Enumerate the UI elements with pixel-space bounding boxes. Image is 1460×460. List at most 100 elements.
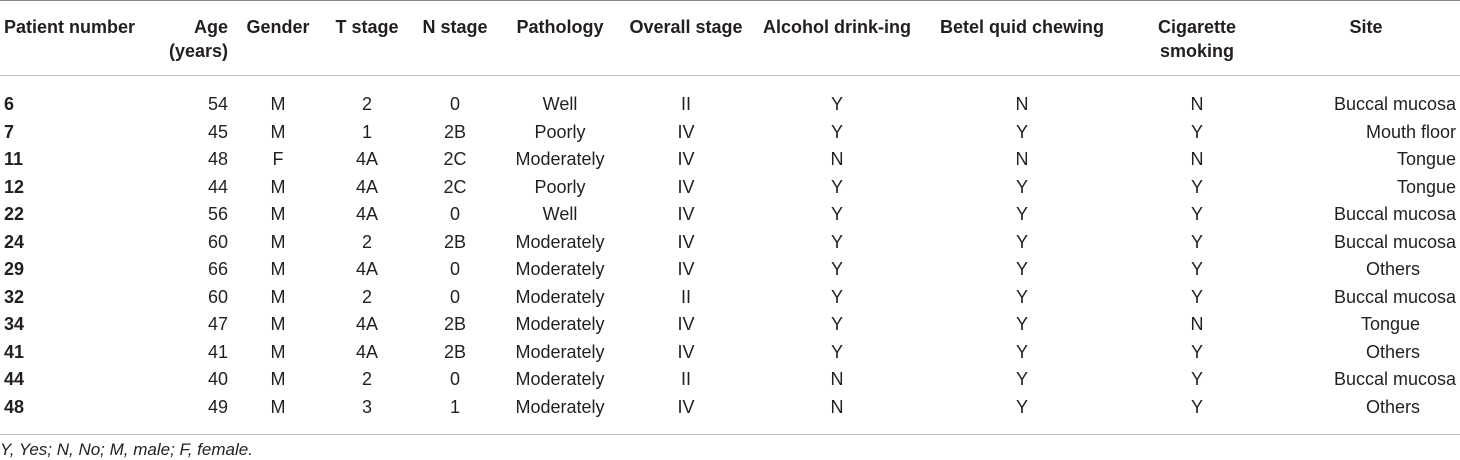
cell-overall-stage: IV (677, 176, 695, 197)
cell-cigarette-smoking: Y (1190, 341, 1203, 362)
cell-cigarette-smoking: N (1190, 314, 1204, 334)
cell-n-stage: 2B (443, 231, 467, 252)
cell-overall-stage: IV (677, 121, 695, 142)
header-pathology: Pathology (516, 17, 604, 37)
cell-patient-number: 11 (4, 149, 24, 169)
cell-pathology: Poorly (534, 176, 586, 197)
cell-patient-number: 29 (4, 259, 25, 279)
cell-gender: M (270, 314, 286, 334)
cell-pathology: Poorly (534, 121, 586, 142)
cell-age: 40 (207, 369, 228, 389)
cell-pathology: Moderately (515, 286, 605, 307)
cell-n-stage: 0 (449, 369, 460, 389)
cell-pathology: Moderately (515, 314, 605, 334)
cell-alcohol-drinking: N (830, 149, 844, 169)
cell-n-stage: 0 (449, 259, 460, 279)
cell-betel-quid-chewing: Y (1015, 231, 1028, 252)
cell-site: Others (1365, 259, 1420, 279)
cell-patient-number: 41 (4, 341, 25, 362)
cell-gender: F (272, 149, 284, 169)
cell-overall-stage: II (680, 94, 691, 114)
cell-n-stage: 2B (443, 121, 467, 142)
cell-overall-stage: IV (677, 231, 695, 252)
cell-betel-quid-chewing: Y (1015, 314, 1028, 334)
cell-overall-stage: II (680, 286, 691, 307)
cell-cigarette-smoking: Y (1190, 369, 1203, 389)
cell-n-stage: 2C (443, 176, 467, 197)
cell-t-stage: 4A (355, 259, 379, 279)
cell-site: Buccal mucosa (1333, 231, 1456, 252)
cell-cigarette-smoking: Y (1190, 231, 1203, 252)
cell-gender: M (270, 94, 286, 114)
cell-t-stage: 4A (355, 341, 379, 362)
cell-site: Tongue (1396, 149, 1456, 169)
header-age: Age (years) (168, 17, 228, 61)
cell-patient-number: 44 (4, 369, 25, 389)
cell-pathology: Moderately (515, 259, 605, 279)
cell-alcohol-drinking: Y (830, 121, 843, 142)
cell-pathology: Well (542, 94, 578, 114)
cell-overall-stage: IV (677, 149, 695, 169)
cell-alcohol-drinking: Y (830, 259, 843, 279)
table-row: 24 60 M 2 2B Moderately IV Y Y Y Buccal … (0, 229, 1460, 257)
table-row: 41 41 M 4A 2B Moderately IV Y Y Y Others (0, 339, 1460, 367)
cell-cigarette-smoking: Y (1190, 204, 1203, 224)
cell-cigarette-smoking: Y (1190, 121, 1203, 142)
cell-n-stage: 2C (443, 149, 467, 169)
cell-alcohol-drinking: Y (830, 94, 843, 114)
header-row: Patient number Age (years) Gender T stag… (0, 0, 1460, 76)
table-row: 11 48 F 4A 2C Moderately IV N N N Tongue (0, 146, 1460, 174)
cell-cigarette-smoking: Y (1190, 286, 1203, 307)
cell-betel-quid-chewing: Y (1015, 286, 1028, 307)
cell-betel-quid-chewing: Y (1015, 259, 1028, 279)
cell-t-stage: 2 (361, 94, 372, 114)
cell-betel-quid-chewing: Y (1015, 396, 1028, 417)
cell-gender: M (270, 176, 286, 197)
header-t-stage: T stage (335, 17, 399, 37)
cell-site: Buccal mucosa (1333, 94, 1456, 114)
cell-gender: M (270, 259, 286, 279)
table-row: 34 47 M 4A 2B Moderately IV Y Y N Tongue (0, 311, 1460, 339)
header-n-stage: N stage (422, 17, 488, 37)
cell-age: 49 (207, 396, 228, 417)
table-row: 6 54 M 2 0 Well II Y N N Buccal mucosa (0, 76, 1460, 119)
cell-gender: M (270, 204, 286, 224)
cell-pathology: Moderately (515, 369, 605, 389)
cell-patient-number: 22 (4, 204, 25, 224)
cell-n-stage: 2B (443, 314, 467, 334)
cell-alcohol-drinking: N (830, 369, 844, 389)
cell-t-stage: 4A (355, 176, 379, 197)
cell-alcohol-drinking: Y (830, 176, 843, 197)
cell-age: 41 (207, 341, 228, 362)
cell-site: Tongue (1396, 176, 1456, 197)
cell-pathology: Moderately (515, 149, 605, 169)
cell-patient-number: 32 (4, 286, 25, 307)
cell-age: 66 (207, 259, 228, 279)
cell-alcohol-drinking: Y (830, 286, 843, 307)
cell-n-stage: 0 (449, 286, 460, 307)
cell-gender: M (270, 369, 286, 389)
cell-overall-stage: IV (677, 341, 695, 362)
cell-alcohol-drinking: N (830, 396, 844, 417)
header-patient-number: Patient number (4, 17, 136, 37)
cell-overall-stage: II (680, 369, 691, 389)
cell-cigarette-smoking: Y (1190, 259, 1203, 279)
table-row: 48 49 M 3 1 Moderately IV N Y Y Others (0, 394, 1460, 435)
cell-betel-quid-chewing: Y (1015, 369, 1028, 389)
cell-site: Tongue (1360, 314, 1420, 334)
cell-n-stage: 1 (449, 396, 460, 417)
cell-cigarette-smoking: N (1190, 149, 1204, 169)
cell-t-stage: 3 (361, 396, 372, 417)
cell-patient-number: 6 (4, 94, 15, 114)
cell-pathology: Moderately (515, 231, 605, 252)
header-alcohol-drinking: Alcohol drink-ing (763, 17, 911, 37)
table-row: 22 56 M 4A 0 Well IV Y Y Y Buccal mucosa (0, 201, 1460, 229)
cell-site: Buccal mucosa (1333, 369, 1456, 389)
cell-patient-number: 7 (4, 121, 15, 142)
cell-age: 60 (207, 231, 228, 252)
cell-site: Others (1365, 341, 1420, 362)
cell-betel-quid-chewing: Y (1015, 204, 1028, 224)
cell-age: 54 (207, 94, 228, 114)
cell-n-stage: 0 (449, 204, 460, 224)
cell-t-stage: 2 (361, 369, 372, 389)
